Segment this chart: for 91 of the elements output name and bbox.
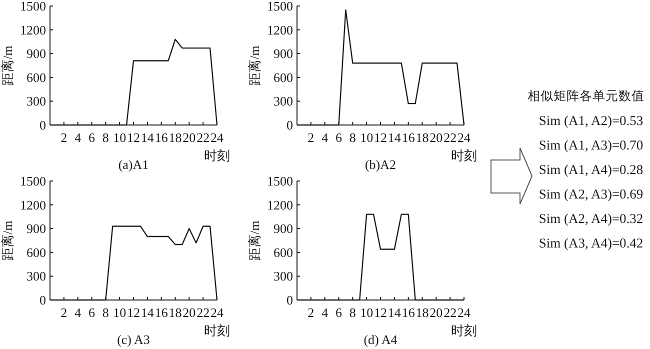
x-tick-label: 22 [196, 130, 210, 145]
y-tick-label: 300 [274, 94, 293, 109]
y-tick-label: 600 [26, 244, 46, 260]
x-tick-label: 24 [458, 130, 471, 145]
text: Sim (A2, A4)=0.32 [538, 211, 644, 226]
x-tick-label: 10 [360, 305, 374, 320]
x-tick-label: 6 [88, 130, 96, 145]
x-tick-label: 10 [113, 130, 126, 145]
text: Sim (A1, A3)=0.70 [538, 138, 644, 152]
x-axis-title: 时刻 [204, 323, 230, 338]
x-tick-label: 2 [308, 130, 314, 145]
x-tick-label: 8 [349, 305, 356, 320]
y-tick-label: 600 [274, 70, 293, 85]
x-tick-label: 14 [388, 305, 402, 320]
x-tick-label: 24 [210, 305, 224, 320]
y-tick-label: 1200 [20, 197, 46, 212]
y-tick-label: 0 [40, 292, 46, 308]
y-axis-title: 距离/m [247, 220, 262, 260]
y-tick-label: 1200 [267, 197, 293, 212]
y-tick-label: 0 [286, 118, 293, 132]
y-tick-label: 0 [40, 118, 46, 132]
text: (a)A1 [118, 157, 149, 172]
y-tick-label: 300 [26, 94, 46, 109]
x-tick-label: 4 [322, 305, 329, 320]
y-axis-title: 距离/m [0, 46, 15, 86]
x-tick-label: 22 [444, 305, 457, 320]
text: Sim (A2, A3)=0.69 [538, 186, 644, 202]
x-axis-title: 时刻 [204, 148, 230, 163]
y-tick-label: 600 [274, 244, 293, 260]
y-tick-label: 1200 [267, 22, 293, 38]
x-tick-label: 4 [74, 130, 82, 145]
x-tick-label: 20 [182, 130, 196, 145]
x-axis-title: 时刻 [451, 323, 477, 338]
text: (c) A3 [117, 332, 150, 347]
text: (d) A4 [364, 332, 398, 347]
x-tick-label: 16 [402, 130, 416, 145]
x-tick-label: 6 [336, 130, 342, 145]
y-tick-label: 900 [274, 221, 293, 236]
x-tick-label: 18 [416, 305, 429, 320]
y-tick-label: 300 [26, 268, 46, 284]
x-tick-label: 16 [154, 305, 168, 320]
x-tick-label: 24 [210, 130, 224, 145]
text: (b)A2 [364, 157, 396, 172]
x-tick-label: 20 [182, 305, 196, 320]
x-tick-label: 8 [102, 305, 109, 320]
y-axis-title: 距离/m [0, 220, 15, 260]
y-tick-label: 1500 [267, 174, 293, 188]
y-tick-label: 1500 [20, 0, 46, 14]
x-tick-label: 16 [402, 305, 416, 320]
x-tick-label: 12 [127, 305, 140, 320]
x-tick-label: 20 [430, 130, 443, 145]
text: Sim (A1, A2)=0.53 [538, 113, 644, 128]
x-tick-label: 22 [444, 130, 457, 145]
x-tick-label: 6 [88, 305, 96, 320]
x-tick-label: 4 [322, 130, 329, 145]
x-tick-label: 12 [374, 305, 387, 320]
x-tick-label: 8 [349, 130, 356, 145]
y-tick-label: 900 [274, 46, 293, 62]
x-tick-label: 16 [154, 130, 168, 145]
y-tick-label: 900 [26, 221, 46, 236]
x-tick-label: 6 [336, 305, 342, 320]
x-tick-label: 12 [127, 130, 140, 145]
x-tick-label: 2 [60, 305, 68, 320]
y-tick-label: 1500 [20, 174, 46, 188]
x-tick-label: 18 [168, 130, 182, 145]
y-tick-label: 1200 [20, 22, 46, 38]
x-tick-label: 18 [416, 130, 429, 145]
x-tick-label: 14 [388, 130, 402, 145]
x-tick-label: 8 [102, 130, 109, 145]
y-tick-label: 600 [26, 70, 46, 85]
y-tick-label: 1500 [267, 0, 293, 14]
text: Sim (A1, A4)=0.28 [538, 162, 644, 177]
x-tick-label: 18 [168, 305, 182, 320]
x-tick-label: 4 [74, 305, 82, 320]
x-tick-label: 2 [60, 130, 68, 145]
x-tick-label: 22 [196, 305, 210, 320]
text: 相似矩阵各单元数值 [528, 89, 644, 103]
x-tick-label: 24 [458, 305, 471, 320]
x-tick-label: 2 [308, 305, 314, 320]
x-tick-label: 20 [430, 305, 443, 320]
y-tick-label: 900 [26, 46, 46, 62]
x-axis-title: 时刻 [451, 148, 477, 163]
y-tick-label: 300 [274, 268, 293, 284]
x-tick-label: 10 [360, 130, 374, 145]
x-tick-label: 10 [113, 305, 126, 320]
x-tick-label: 14 [140, 130, 154, 145]
x-tick-label: 14 [140, 305, 154, 320]
x-tick-label: 12 [374, 130, 387, 145]
y-axis-title: 距离/m [247, 46, 262, 86]
y-tick-label: 0 [286, 292, 293, 308]
text: Sim (A3, A4)=0.42 [538, 236, 644, 250]
